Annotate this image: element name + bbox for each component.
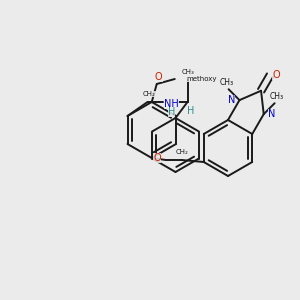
Text: CH₃: CH₃	[181, 69, 194, 75]
Text: O: O	[153, 153, 161, 163]
Text: O: O	[272, 70, 280, 80]
Text: NH: NH	[164, 99, 179, 109]
Text: O: O	[155, 72, 163, 82]
Text: CH₂: CH₂	[143, 91, 156, 97]
Text: N: N	[268, 109, 275, 119]
Text: methoxy: methoxy	[187, 76, 217, 82]
Text: CH₂: CH₂	[175, 149, 188, 155]
Text: N: N	[228, 95, 236, 105]
Text: H: H	[187, 106, 194, 116]
Text: H: H	[168, 107, 175, 117]
Text: CH₃: CH₃	[270, 92, 284, 101]
Text: CH₃: CH₃	[220, 78, 234, 87]
